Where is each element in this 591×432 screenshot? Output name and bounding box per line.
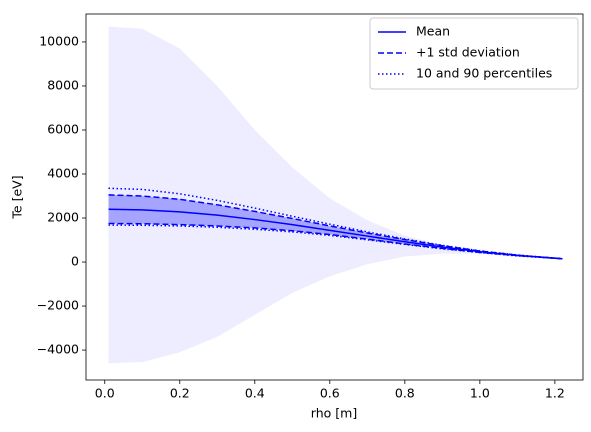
legend-label: Mean [416, 24, 450, 39]
y-tick-label: 10000 [39, 33, 79, 48]
x-tick-label: 0.0 [95, 386, 115, 401]
legend-label: +1 std deviation [416, 45, 520, 60]
y-tick-label: 2000 [47, 210, 79, 225]
x-tick-label: 0.6 [320, 386, 340, 401]
x-tick-label: 1.0 [470, 386, 490, 401]
y-tick-label: 4000 [47, 166, 79, 181]
x-tick-label: 1.2 [545, 386, 565, 401]
legend-box [369, 17, 579, 90]
series-line [108, 224, 563, 260]
x-tick-label: 0.2 [170, 386, 190, 401]
y-tick-label: 8000 [47, 77, 79, 92]
y-axis-label: Te [eV] [10, 175, 25, 219]
std-band [108, 194, 563, 259]
y-tick-label: 6000 [47, 121, 79, 136]
series-line [108, 187, 563, 260]
x-axis-label: rho [m] [311, 406, 357, 421]
range-band [108, 26, 563, 364]
plot-frame [85, 13, 584, 381]
x-tick-label: 0.4 [245, 386, 265, 401]
x-tick-label: 0.8 [395, 386, 415, 401]
y-tick-label: 0 [71, 254, 79, 269]
legend-label: 10 and 90 percentiles [416, 66, 552, 81]
y-tick-label: −4000 [37, 342, 79, 357]
y-tick-label: −2000 [37, 298, 79, 313]
